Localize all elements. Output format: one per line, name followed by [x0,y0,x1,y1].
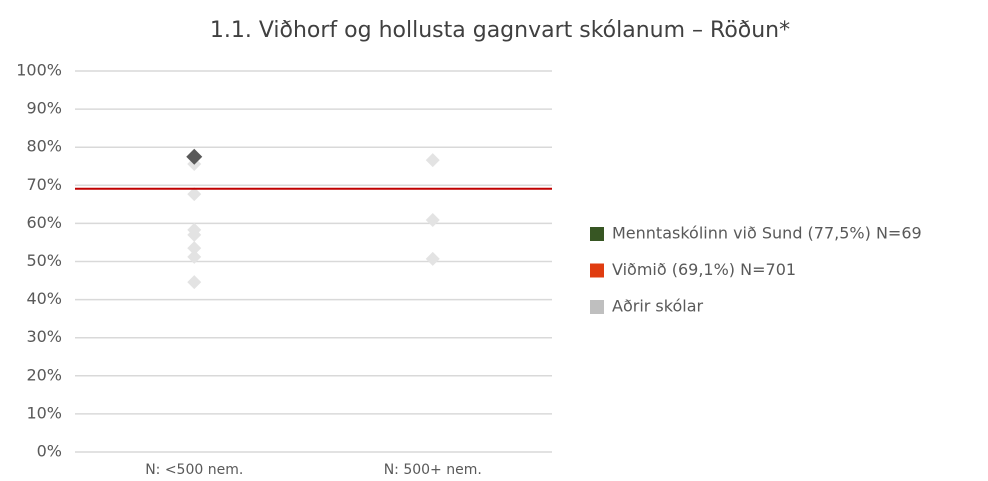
legend-label: Viðmið (69,1%) N=701 [612,260,796,279]
chart-title: 1.1. Viðhorf og hollusta gagnvart skólan… [210,18,790,43]
x-tick-label: N: <500 nem. [145,462,243,478]
y-tick-label: 0% [37,442,62,461]
school-marker [186,148,203,165]
y-tick-label: 10% [26,403,62,422]
y-tick-label: 30% [26,327,62,346]
other-school-marker [187,275,202,290]
other-school-marker [187,227,202,242]
other-school-marker [425,212,440,227]
legend-label: Menntaskólinn við Sund (77,5%) N=69 [612,224,922,243]
legend-swatch [590,263,604,278]
y-tick-label: 20% [26,365,62,384]
other-school-marker [187,249,202,264]
y-tick-label: 50% [26,251,62,270]
y-tick-label: 60% [26,213,62,232]
other-school-marker [187,241,202,256]
x-tick-label: N: 500+ nem. [384,462,482,478]
y-tick-label: 100% [16,61,62,80]
y-tick-label: 80% [26,137,62,156]
other-school-marker [425,153,440,168]
other-school-marker [425,251,440,266]
y-tick-label: 90% [26,99,62,118]
legend-swatch [590,300,604,314]
y-tick-label: 40% [26,289,62,308]
other-school-marker [187,187,202,202]
legend-label: Aðrir skólar [612,297,703,316]
y-tick-label: 70% [26,175,62,194]
legend-swatch [590,227,604,241]
